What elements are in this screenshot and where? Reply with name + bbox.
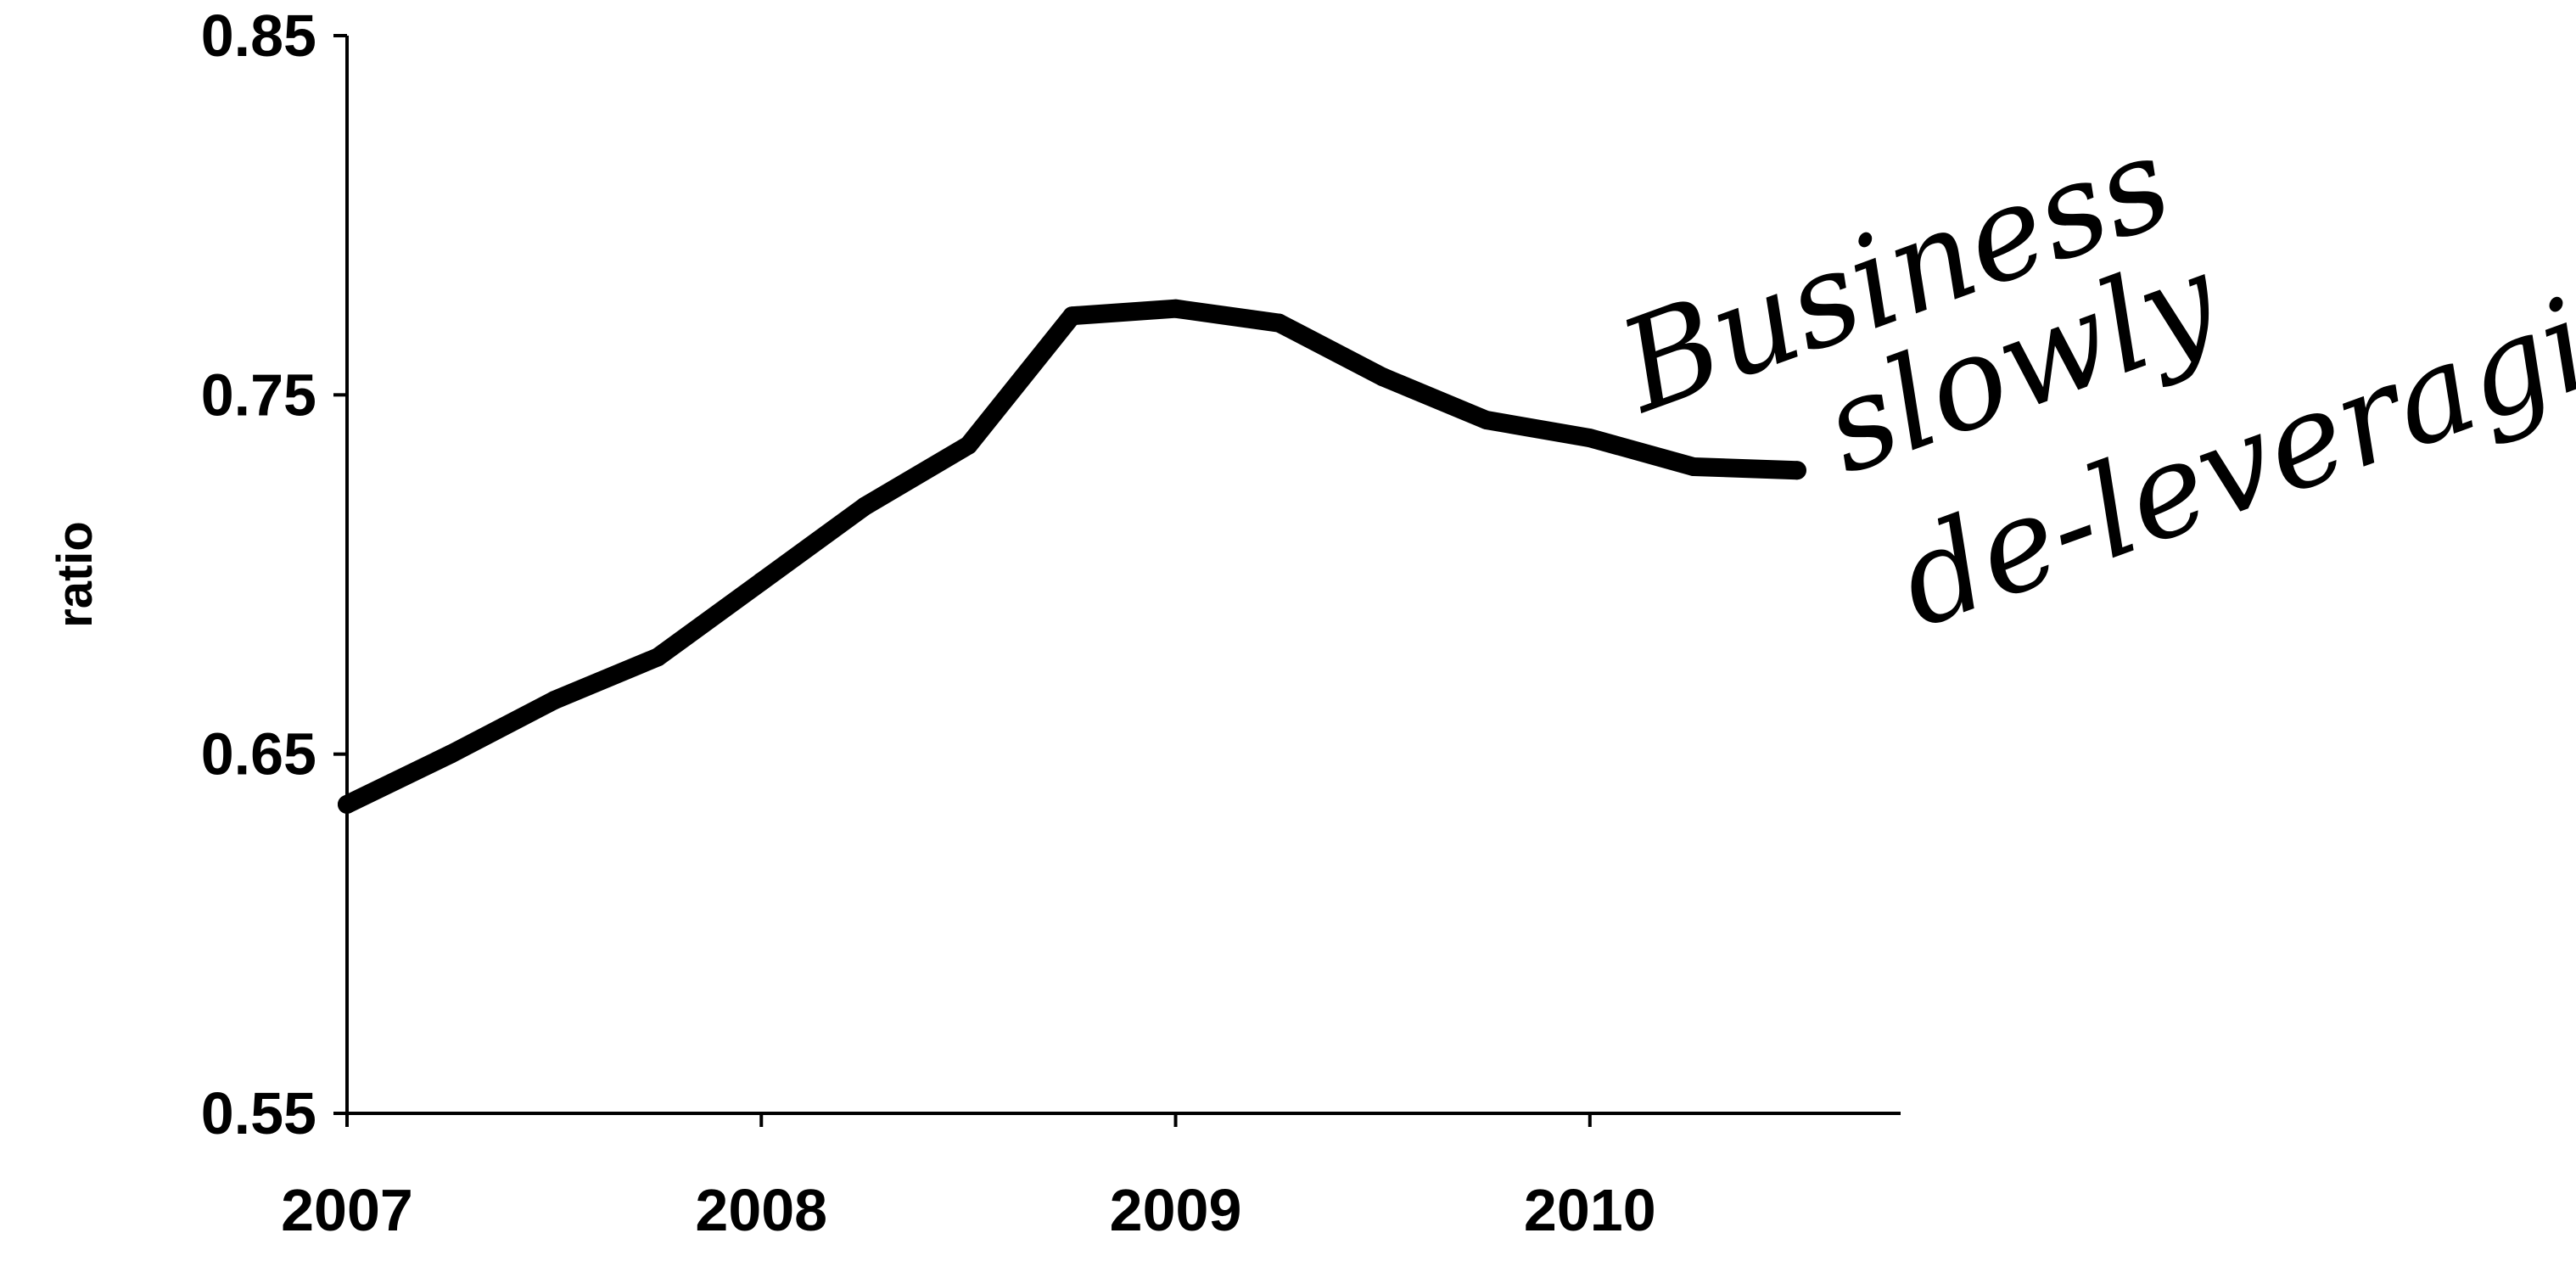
y-axis-title: ratio [48, 521, 103, 628]
series-line [338, 299, 1806, 814]
x-tick-label: 2010 [1524, 1177, 1656, 1243]
data-point [545, 691, 564, 710]
data-point [1373, 367, 1392, 387]
x-tick-label: 2008 [695, 1177, 827, 1243]
data-point [1062, 306, 1082, 326]
data-point [1476, 410, 1496, 429]
y-tick-label: 0.55 [201, 1080, 316, 1146]
y-tick-label: 0.85 [201, 3, 316, 69]
data-point [1166, 299, 1185, 318]
data-point [338, 794, 356, 814]
x-tick-label: 2007 [281, 1177, 413, 1243]
handwritten-annotation: Business slowly de-leveraging. [1600, 108, 2576, 657]
data-point [1787, 461, 1806, 480]
axes [345, 36, 1901, 1115]
data-point [648, 647, 668, 667]
data-point [441, 744, 461, 764]
y-tick-label: 0.75 [201, 361, 316, 428]
tick-labels: 0.55 0.65 0.75 0.85 2007 2008 2009 2010 [201, 3, 1656, 1243]
x-tick-label: 2009 [1110, 1177, 1242, 1243]
data-point [1683, 457, 1703, 476]
series-layer [338, 299, 1806, 814]
data-point [1269, 313, 1289, 333]
ticks [333, 34, 1592, 1127]
data-point [752, 572, 771, 591]
data-point [855, 496, 875, 516]
data-point [1580, 429, 1599, 448]
data-point [959, 435, 978, 455]
y-tick-label: 0.65 [201, 721, 316, 787]
